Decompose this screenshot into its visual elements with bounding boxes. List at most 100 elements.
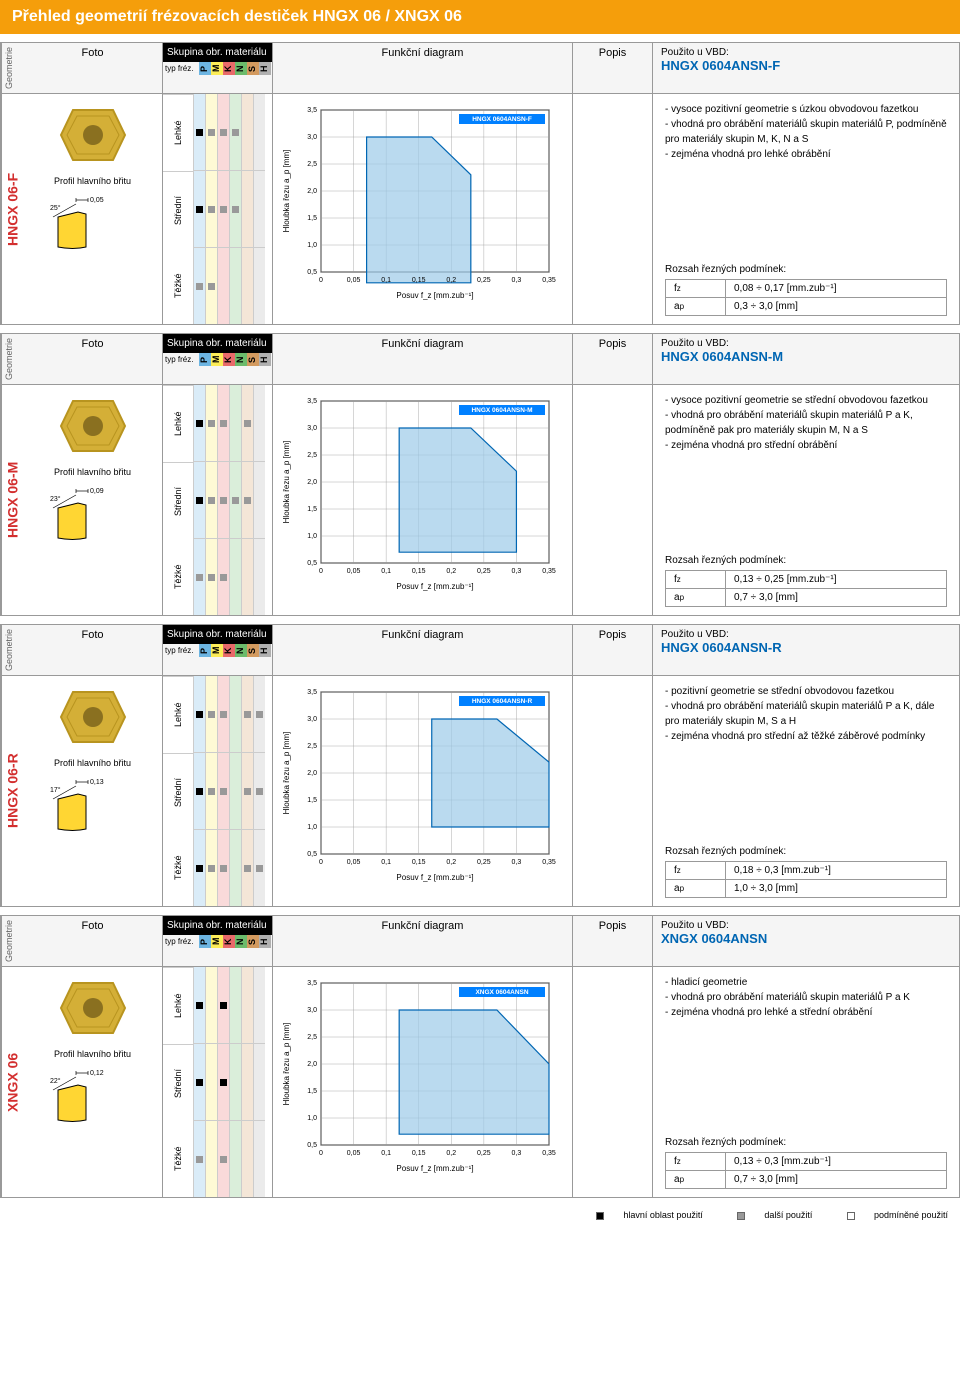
cond-title: Rozsah řezných podmínek: xyxy=(665,1137,947,1148)
col-popis: Popis xyxy=(573,43,653,93)
svg-text:3,0: 3,0 xyxy=(307,134,317,141)
svg-text:3,5: 3,5 xyxy=(307,107,317,114)
svg-text:Hloubka řezu a_p [mm]: Hloubka řezu a_p [mm] xyxy=(282,732,291,815)
svg-text:0,2: 0,2 xyxy=(446,1150,456,1157)
cond-table: fz0,18 ÷ 0,3 [mm.zub⁻¹] ap1,0 ÷ 3,0 [mm] xyxy=(665,861,947,898)
profil-label: Profil hlavního břitu xyxy=(54,467,131,477)
svg-text:HNGX 0604ANSN-F: HNGX 0604ANSN-F xyxy=(472,116,532,123)
section-3: Geometrie Foto Skupina obr. materiálu ty… xyxy=(0,915,960,1198)
svg-text:0,15: 0,15 xyxy=(412,1150,426,1157)
profil-label: Profil hlavního břitu xyxy=(54,758,131,768)
svg-text:1,5: 1,5 xyxy=(307,215,317,222)
profile-diagram: 17° 0,13 xyxy=(48,774,138,834)
function-chart: HNGX 0604ANSN-R 00,050,10,150,20,250,30,… xyxy=(279,682,559,882)
usage-matrix: LehkéStředníTěžké xyxy=(163,385,273,615)
svg-text:XNGX 0604ANSN: XNGX 0604ANSN xyxy=(475,989,528,996)
svg-text:HNGX 0604ANSN-M: HNGX 0604ANSN-M xyxy=(471,407,532,414)
cond-table: fz0,08 ÷ 0,17 [mm.zub⁻¹] ap0,3 ÷ 3,0 [mm… xyxy=(665,279,947,316)
svg-text:0,5: 0,5 xyxy=(307,851,317,858)
fz-value: 0,08 ÷ 0,17 [mm.zub⁻¹] xyxy=(726,280,947,298)
col-geometrie: Geometrie xyxy=(1,916,23,966)
svg-text:0,05: 0,05 xyxy=(347,568,361,575)
svg-text:0,35: 0,35 xyxy=(542,277,556,284)
svg-text:0,05: 0,05 xyxy=(347,277,361,284)
col-popis: Popis xyxy=(573,916,653,966)
svg-text:0,25: 0,25 xyxy=(477,568,491,575)
svg-text:17°: 17° xyxy=(50,786,61,794)
desc-item: vhodná pro obrábění materiálů skupin mat… xyxy=(665,699,947,729)
svg-text:3,0: 3,0 xyxy=(307,716,317,723)
cond-table: fz0,13 ÷ 0,3 [mm.zub⁻¹] ap0,7 ÷ 3,0 [mm] xyxy=(665,1152,947,1189)
svg-text:22°: 22° xyxy=(50,1077,61,1085)
svg-text:Hloubka řezu a_p [mm]: Hloubka řezu a_p [mm] xyxy=(282,441,291,524)
desc-item: pozitivní geometrie se střední obvodovou… xyxy=(665,684,947,699)
col-vbd: Použito u VBD: XNGX 0604ANSN xyxy=(653,916,959,966)
svg-text:HNGX 0604ANSN-R: HNGX 0604ANSN-R xyxy=(472,698,533,705)
desc-item: zejména vhodná pro lehké a střední obráb… xyxy=(665,1005,947,1020)
cond-table: fz0,13 ÷ 0,25 [mm.zub⁻¹] ap0,7 ÷ 3,0 [mm… xyxy=(665,570,947,607)
svg-text:0,3: 0,3 xyxy=(512,859,522,866)
svg-text:Hloubka řezu a_p [mm]: Hloubka řezu a_p [mm] xyxy=(282,150,291,233)
desc-item: vysoce pozitivní geometrie s úzkou obvod… xyxy=(665,102,947,117)
col-foto: Foto xyxy=(23,43,163,93)
svg-text:Posuv f_z [mm.zub⁻¹]: Posuv f_z [mm.zub⁻¹] xyxy=(396,873,473,882)
col-foto: Foto xyxy=(23,334,163,384)
svg-text:23°: 23° xyxy=(50,495,61,503)
svg-text:2,5: 2,5 xyxy=(307,1034,317,1041)
ap-value: 0,7 ÷ 3,0 [mm] xyxy=(726,1171,947,1189)
svg-text:3,5: 3,5 xyxy=(307,398,317,405)
svg-text:0,25: 0,25 xyxy=(477,277,491,284)
side-label: HNGX 06-R xyxy=(1,676,23,906)
svg-text:0,2: 0,2 xyxy=(446,568,456,575)
col-popis: Popis xyxy=(573,334,653,384)
insert-photo xyxy=(53,391,133,461)
col-skupina: Skupina obr. materiálu typ fréz.PMKNSH xyxy=(163,334,273,384)
fz-value: 0,18 ÷ 0,3 [mm.zub⁻¹] xyxy=(726,862,947,880)
svg-text:1,5: 1,5 xyxy=(307,506,317,513)
ap-value: 0,3 ÷ 3,0 [mm] xyxy=(726,298,947,316)
svg-text:0: 0 xyxy=(319,859,323,866)
desc-item: vhodná pro obrábění materiálů skupin mat… xyxy=(665,117,947,147)
function-chart: XNGX 0604ANSN 00,050,10,150,20,250,30,35… xyxy=(279,973,559,1173)
svg-text:3,0: 3,0 xyxy=(307,1007,317,1014)
usage-matrix: LehkéStředníTěžké xyxy=(163,967,273,1197)
svg-text:0,5: 0,5 xyxy=(307,1142,317,1149)
svg-text:3,5: 3,5 xyxy=(307,980,317,987)
svg-text:2,0: 2,0 xyxy=(307,770,317,777)
col-skupina: Skupina obr. materiálu typ fréz.PMKNSH xyxy=(163,43,273,93)
section-1: Geometrie Foto Skupina obr. materiálu ty… xyxy=(0,333,960,616)
desc-item: vhodná pro obrábění materiálů skupin mat… xyxy=(665,990,947,1005)
col-vbd: Použito u VBD: HNGX 0604ANSN-R xyxy=(653,625,959,675)
page-title: Přehled geometrií frézovacích destiček H… xyxy=(0,0,960,34)
usage-matrix: LehkéStředníTěžké xyxy=(163,94,273,324)
vbd-code: HNGX 0604ANSN-R xyxy=(661,640,951,655)
side-label: XNGX 06 xyxy=(1,967,23,1197)
col-diagram: Funkční diagram xyxy=(273,916,573,966)
legend: hlavní oblast použití další použití podm… xyxy=(0,1206,960,1224)
svg-text:0,05: 0,05 xyxy=(347,859,361,866)
svg-text:0,35: 0,35 xyxy=(542,859,556,866)
side-label: HNGX 06-F xyxy=(1,94,23,324)
section-0: Geometrie Foto Skupina obr. materiálu ty… xyxy=(0,42,960,325)
svg-text:3,5: 3,5 xyxy=(307,689,317,696)
cond-title: Rozsah řezných podmínek: xyxy=(665,555,947,566)
svg-text:0,1: 0,1 xyxy=(381,859,391,866)
section-2: Geometrie Foto Skupina obr. materiálu ty… xyxy=(0,624,960,907)
svg-text:1,5: 1,5 xyxy=(307,1088,317,1095)
svg-text:2,5: 2,5 xyxy=(307,161,317,168)
insert-photo xyxy=(53,682,133,752)
svg-text:25°: 25° xyxy=(50,204,61,212)
svg-text:0,1: 0,1 xyxy=(381,568,391,575)
ap-value: 0,7 ÷ 3,0 [mm] xyxy=(726,589,947,607)
svg-text:0,15: 0,15 xyxy=(412,568,426,575)
description: pozitivní geometrie se střední obvodovou… xyxy=(665,684,947,744)
col-geometrie: Geometrie xyxy=(1,43,23,93)
svg-text:0,3: 0,3 xyxy=(512,568,522,575)
fz-value: 0,13 ÷ 0,25 [mm.zub⁻¹] xyxy=(726,571,947,589)
col-diagram: Funkční diagram xyxy=(273,334,573,384)
svg-text:2,5: 2,5 xyxy=(307,743,317,750)
vbd-code: HNGX 0604ANSN-F xyxy=(661,58,951,73)
svg-text:0: 0 xyxy=(319,277,323,284)
vbd-code: XNGX 0604ANSN xyxy=(661,931,951,946)
svg-text:0,25: 0,25 xyxy=(477,859,491,866)
